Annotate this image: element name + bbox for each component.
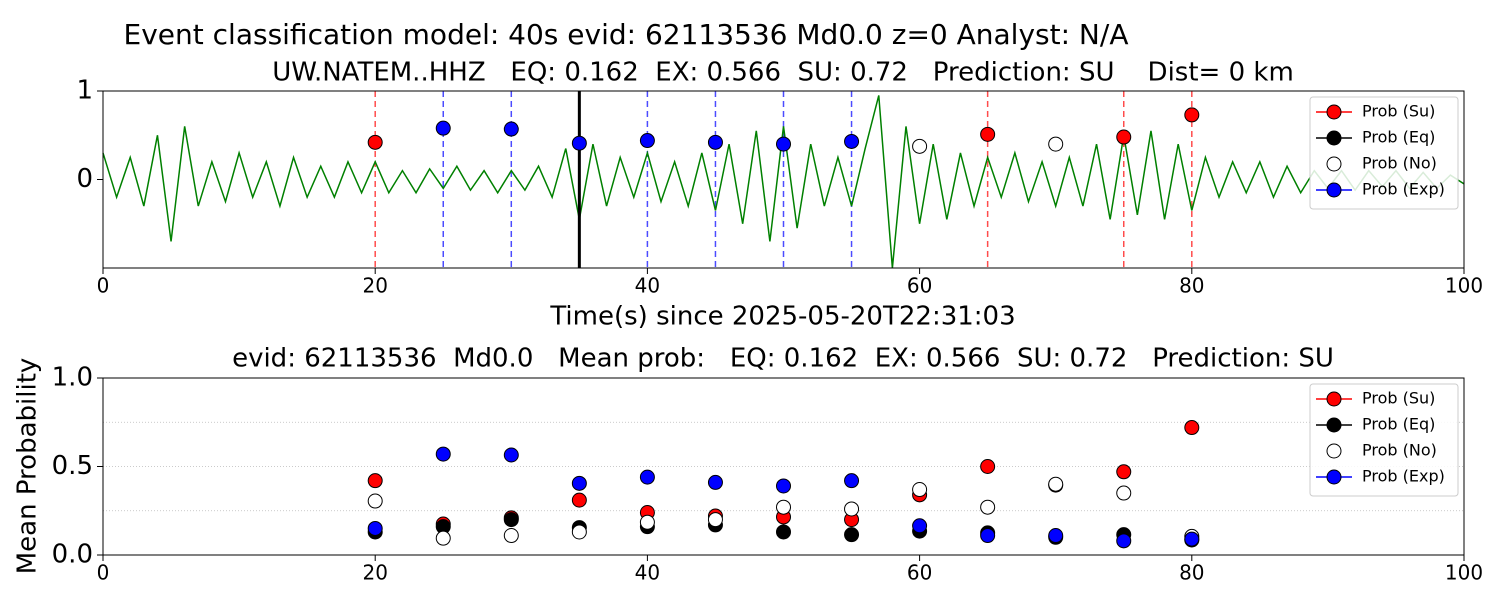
legend-marker [1326,443,1342,459]
legend-marker [1326,469,1342,485]
legend-label: Prob (No) [1362,154,1437,173]
probability-point [844,501,860,517]
legend-label: Prob (Exp) [1362,180,1445,199]
probability-point [1116,129,1132,145]
axes-frame [102,377,1465,556]
legend-label: Prob (Exp) [1362,467,1445,486]
probability-point [844,133,860,149]
y-tick-label: 0.5 [52,451,93,481]
probability-point [707,512,723,528]
probability-point [1184,420,1200,436]
legend-marker [1326,130,1342,146]
legend-marker [1326,182,1342,198]
waveform [102,95,1465,269]
y-axis-label: Mean Probability [13,358,43,575]
legend-marker [1326,156,1342,172]
x-tick-label: 20 [362,274,387,298]
probability-point [980,528,996,544]
probability-point [844,473,860,489]
probability-point [707,134,723,150]
chart-title: evid: 62113536 Md0.0 Mean prob: EQ: 0.16… [232,344,1334,374]
legend-marker [1326,391,1342,407]
probability-point [639,514,655,530]
probability-point [844,527,860,543]
probability-point [571,524,587,540]
x-tick-label: 60 [907,561,932,585]
x-tick-label: 40 [635,561,660,585]
legend: Prob (Su) Prob (Eq) Prob (No) Prob (Exp) [1309,383,1459,497]
probability-point [1184,107,1200,123]
x-axis-label: Time(s) since 2025-05-20T22:31:03 [549,302,1015,332]
y-tick-label: 1 [76,76,93,106]
legend-marker [1326,417,1342,433]
probability-point [1048,136,1064,152]
probability-point [1048,476,1064,492]
x-tick-label: 60 [907,274,932,298]
x-tick-label: 0 [97,561,110,585]
probability-point [503,512,519,528]
chart-subtitle: UW.NATEM..HHZ EQ: 0.162 EX: 0.566 SU: 0.… [272,58,1294,88]
x-tick-label: 40 [635,274,660,298]
probability-point [367,473,383,489]
probability-point [776,499,791,515]
probability-point [367,520,383,536]
probability-point [435,120,451,136]
legend-label: Prob (Eq) [1362,415,1435,434]
axes-frame [102,90,1465,269]
probability-point [503,447,519,463]
probability-point [571,135,587,151]
x-tick-label: 100 [1445,274,1483,298]
probability-point [980,499,996,515]
probability-point [1184,531,1200,547]
probability-point [912,482,928,498]
probability-point [1048,528,1064,544]
legend-box [1309,96,1459,210]
probability-point [980,126,996,142]
legend-box [1309,383,1459,497]
probability-point [980,459,996,474]
y-tick-label: 0.0 [52,540,93,570]
probability-point [367,134,383,150]
probability-point [776,478,791,494]
x-tick-label: 0 [97,274,110,298]
probability-point [1116,533,1132,549]
legend-label: Prob (Eq) [1362,128,1435,147]
probability-point [435,446,451,462]
x-tick-label: 100 [1445,561,1483,585]
legend-label: Prob (Su) [1362,102,1435,121]
probability-point [707,474,723,490]
legend-label: Prob (Su) [1362,389,1435,408]
probability-point [435,530,451,546]
probability-point [367,493,383,509]
x-tick-label: 20 [362,561,387,585]
probability-point [776,136,791,152]
chart-title: Event classification model: 40s evid: 62… [124,18,1129,51]
probability-point [1116,464,1132,480]
legend-marker [1326,104,1342,120]
probability-point [639,469,655,485]
y-tick-label: 0 [76,164,93,194]
probability-point [912,518,928,534]
probability-point [503,528,519,544]
x-tick-label: 80 [1179,561,1204,585]
legend-label: Prob (No) [1362,441,1437,460]
legend: Prob (Su) Prob (Eq) Prob (No) Prob (Exp) [1309,96,1459,210]
probability-point [571,475,587,491]
y-tick-label: 1.0 [52,363,93,393]
probability-point [503,121,519,137]
probability-point [776,524,791,540]
x-tick-label: 80 [1179,274,1204,298]
probability-point [1116,485,1132,501]
probability-point [912,138,928,154]
probability-point [639,133,655,149]
probability-point [571,492,587,508]
